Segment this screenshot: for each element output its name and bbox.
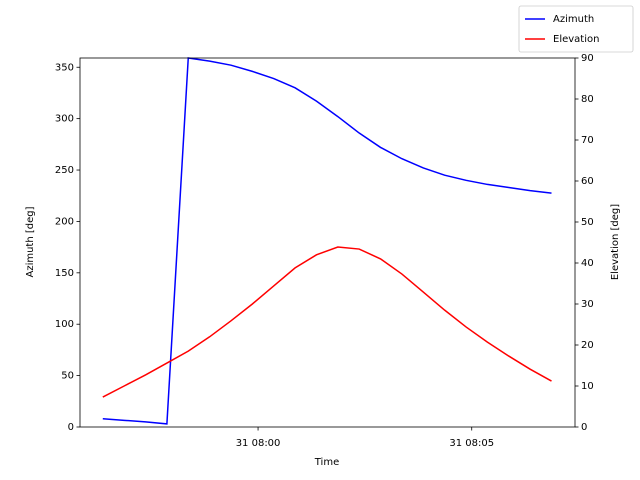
legend-label: Elevation [553,34,599,45]
y2-tick-label: 90 [581,53,594,64]
y2-tick-label: 20 [581,340,594,351]
legend-box [518,5,634,53]
x-tick-label: 31 08:05 [449,438,494,449]
y2-tick-label: 60 [581,176,594,187]
plot-frame [79,57,576,428]
y2-axis-label: Elevation [deg] [610,204,621,280]
y2-tick-label: 70 [581,135,594,146]
y-tick-label: 250 [55,165,74,176]
series-line [102,57,552,425]
y-tick-label: 350 [55,62,74,73]
y-tick-label: 0 [68,422,74,433]
series-line [102,246,552,398]
y-axis-label: Azimuth [deg] [25,206,36,277]
y2-tick-label: 10 [581,381,594,392]
legend-label: Azimuth [553,14,594,25]
y-tick-label: 300 [55,114,74,125]
y2-tick-label: 30 [581,299,594,310]
y2-tick-label: 0 [581,422,587,433]
x-axis-label: Time [314,457,339,468]
y2-tick-label: 40 [581,258,594,269]
y2-tick-label: 80 [581,94,594,105]
y-tick-label: 50 [61,371,74,382]
y-tick-label: 150 [55,268,74,279]
x-tick-label: 31 08:00 [236,438,281,449]
y-tick-label: 100 [55,319,74,330]
y2-tick-label: 50 [581,217,594,228]
y-tick-label: 200 [55,216,74,227]
